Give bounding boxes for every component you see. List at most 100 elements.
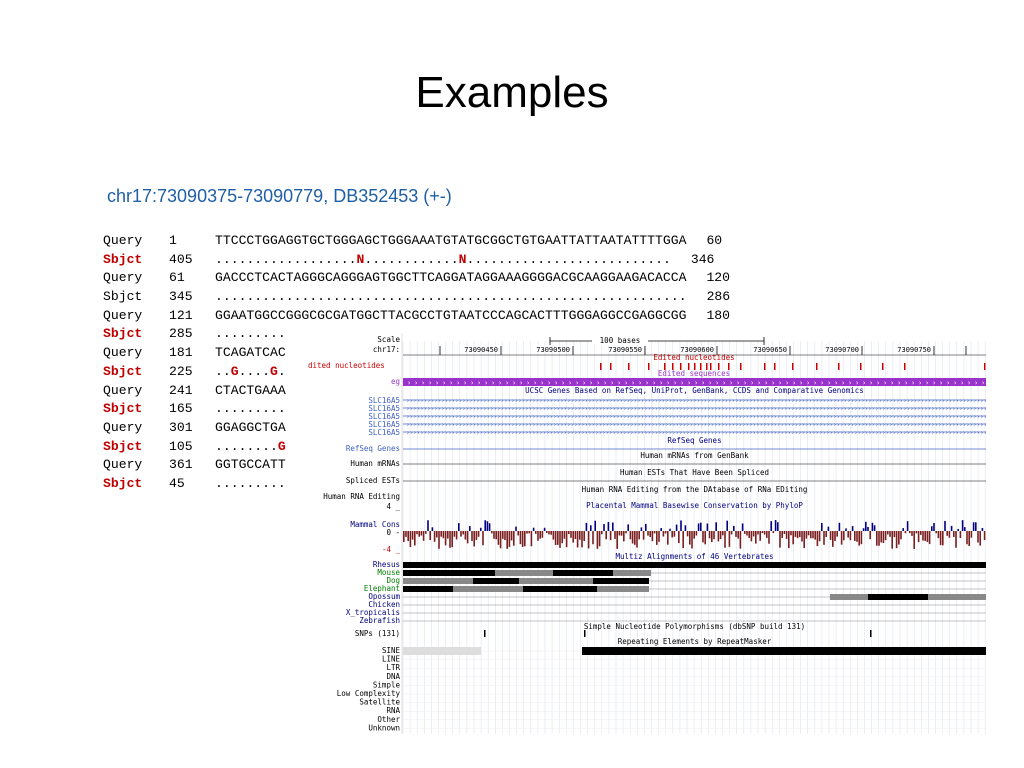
gene-strand: › <box>522 406 526 413</box>
gene-strand: › <box>690 406 694 413</box>
gene-strand: › <box>819 422 823 429</box>
gene-strand: › <box>746 430 750 437</box>
cons-bar <box>631 531 634 544</box>
subject-row: Sbjct 105 ........G <box>103 438 730 457</box>
multiz-block <box>473 578 519 584</box>
gene-strand: › <box>795 430 799 437</box>
gene-strand: › <box>641 398 645 405</box>
gene-strand: › <box>837 422 841 429</box>
edited-nt-mark <box>664 363 666 370</box>
cons-bar <box>810 531 812 539</box>
gene-strand: › <box>924 422 928 429</box>
cons-bar <box>427 520 429 531</box>
gene-strand: › <box>686 430 690 437</box>
gene-strand: › <box>935 406 939 413</box>
gene-strand: › <box>847 398 851 405</box>
gene-strand: › <box>494 398 498 405</box>
species-label: Chicken <box>368 600 400 609</box>
gene-strand: › <box>875 406 879 413</box>
gene-strand: › <box>469 414 473 421</box>
ruler-position: 73090550 <box>608 346 642 354</box>
gene-strand: › <box>973 406 977 413</box>
gene-strand: › <box>973 430 977 437</box>
gene-strand: › <box>683 422 687 429</box>
cons-bar <box>444 531 447 546</box>
gene-strand: › <box>753 406 757 413</box>
cons-bar <box>473 531 475 547</box>
refseq-title: RefSeq Genes <box>667 436 721 445</box>
cons-bar <box>700 522 702 531</box>
cons-bar <box>904 531 907 534</box>
gene-strand: › <box>571 430 575 437</box>
cons-bar <box>783 531 786 535</box>
gene-strand: › <box>490 414 494 421</box>
gene-strand: › <box>508 398 512 405</box>
gene-label: SLC16A5 <box>368 428 400 437</box>
gene-strand: › <box>805 398 809 405</box>
strand-arrow: › <box>708 379 712 387</box>
cons-bar <box>728 531 731 547</box>
gene-strand: › <box>756 414 760 421</box>
gene-strand: › <box>564 414 568 421</box>
strand-arrow: › <box>505 379 509 387</box>
gene-strand: › <box>980 422 984 429</box>
gene-strand: › <box>567 406 571 413</box>
cons-bar <box>497 531 500 545</box>
gene-strand: › <box>945 430 949 437</box>
cons-bar <box>724 531 726 548</box>
cons-bar <box>609 531 612 541</box>
cons-bar <box>924 531 926 541</box>
gene-strand: › <box>564 398 568 405</box>
gene-strand: › <box>574 422 578 429</box>
cons-bar <box>407 531 409 542</box>
multiz-block <box>523 586 597 592</box>
gene-strand: › <box>942 414 946 421</box>
gene-strand: › <box>672 430 676 437</box>
strand-arrow: › <box>799 379 803 387</box>
edited-nt-mark <box>774 363 776 370</box>
gene-strand: › <box>620 406 624 413</box>
gene-strand: › <box>763 398 767 405</box>
gene-strand: › <box>753 398 757 405</box>
gene-strand: › <box>581 398 585 405</box>
cons-bar <box>785 531 788 539</box>
gene-strand: › <box>452 430 456 437</box>
cons-bar <box>460 531 462 537</box>
row-sequence: TCAGATCAC <box>215 345 286 361</box>
cons-bar <box>975 522 977 531</box>
gene-strand: › <box>816 430 820 437</box>
cons-zero-label: 0 - <box>386 528 400 537</box>
gene-strand: › <box>704 430 708 437</box>
gene-strand: › <box>728 414 732 421</box>
gene-strand: › <box>683 430 687 437</box>
gene-strand: › <box>959 422 963 429</box>
gene-strand: › <box>599 406 603 413</box>
gene-strand: › <box>847 422 851 429</box>
gene-strand: › <box>413 406 417 413</box>
gene-strand: › <box>973 422 977 429</box>
row-label: Sbjct <box>103 438 143 454</box>
gene-strand: › <box>833 430 837 437</box>
gene-strand: › <box>966 430 970 437</box>
cons-bar <box>959 531 962 539</box>
cons-bar <box>693 531 695 539</box>
edited-nt-mark <box>764 363 766 370</box>
strand-arrow: › <box>897 379 901 387</box>
gene-strand: › <box>886 430 890 437</box>
strand-arrow: › <box>750 379 754 387</box>
gene-strand: › <box>424 430 428 437</box>
strand-arrow: › <box>932 379 936 387</box>
gene-strand: › <box>504 398 508 405</box>
gene-strand: › <box>665 406 669 413</box>
gene-strand: › <box>781 430 785 437</box>
cons-bar <box>823 531 825 545</box>
cons-bar <box>647 531 649 536</box>
gene-strand: › <box>861 422 865 429</box>
gene-strand: › <box>599 414 603 421</box>
gene-strand: › <box>823 414 827 421</box>
gene-strand: › <box>637 398 641 405</box>
gene-strand: › <box>420 398 424 405</box>
gene-strand: › <box>697 406 701 413</box>
gene-strand: › <box>665 414 669 421</box>
gene-strand: › <box>742 398 746 405</box>
